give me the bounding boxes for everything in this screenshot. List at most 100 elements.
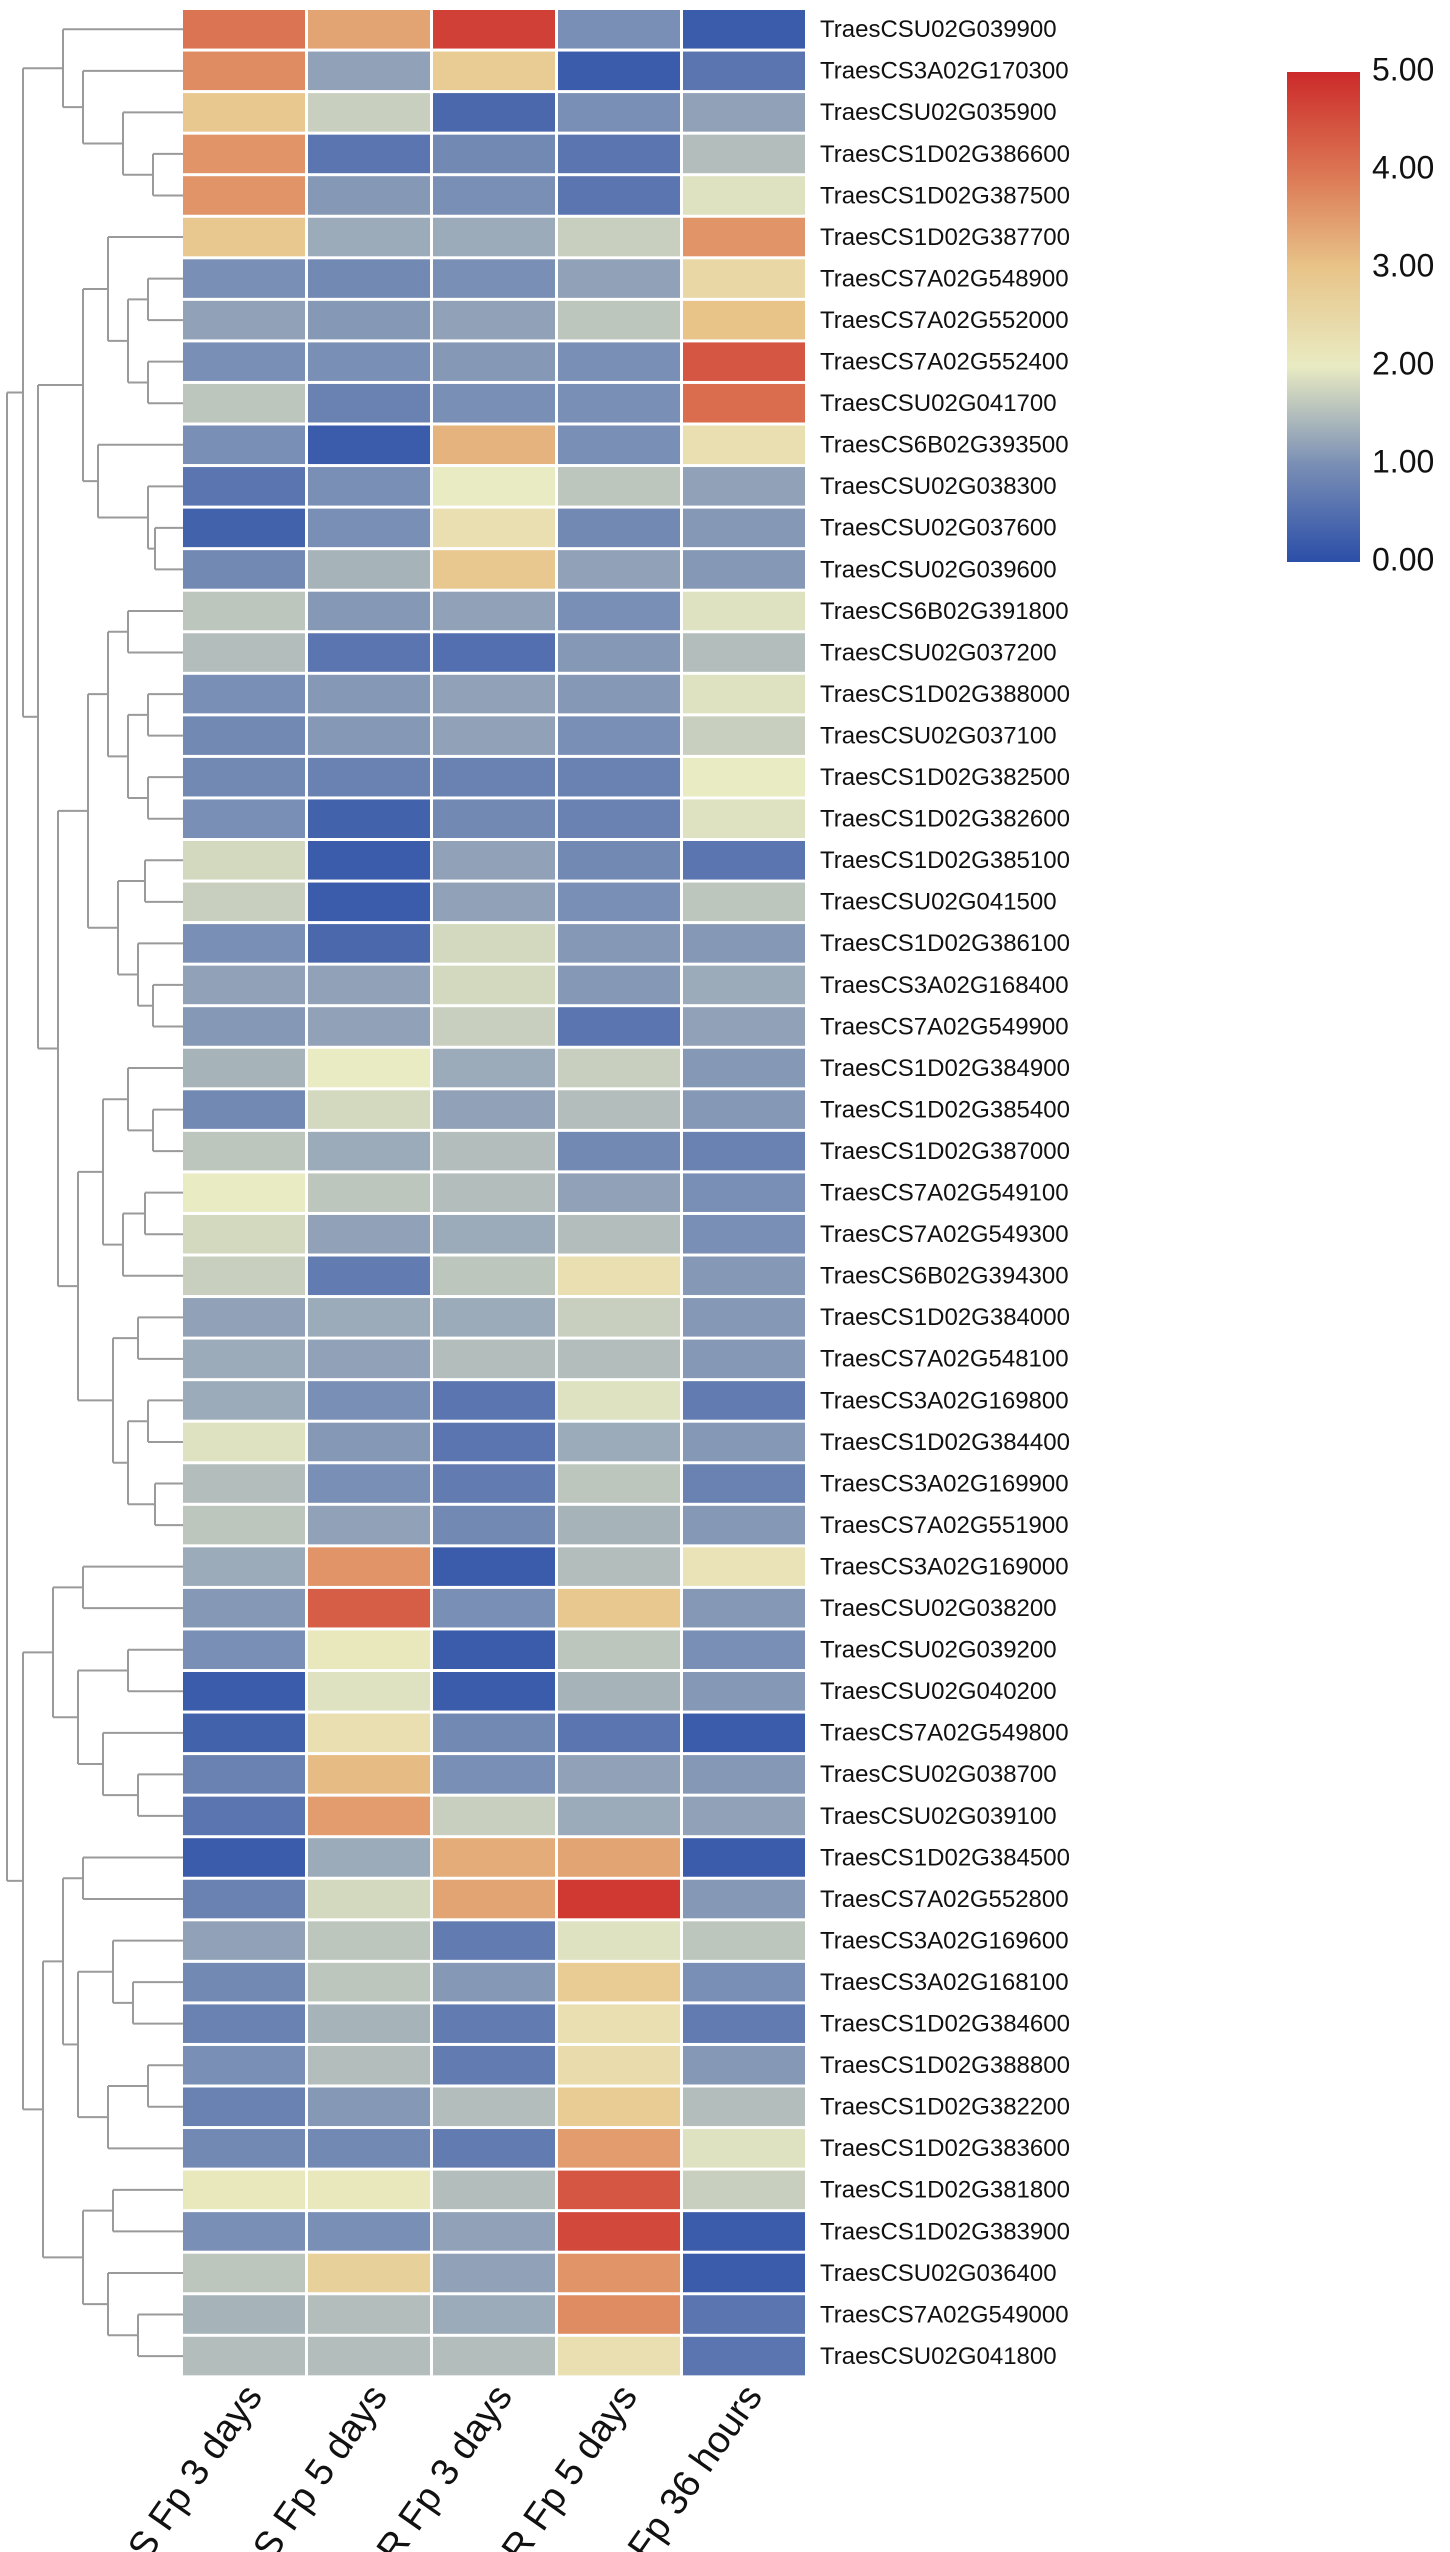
heatmap-cell [183, 1796, 305, 1836]
heatmap-cell [558, 716, 680, 755]
heatmap-cell [183, 467, 305, 506]
heatmap-cell [433, 425, 555, 465]
row-label: TraesCS1D02G387500 [820, 182, 1070, 209]
heatmap-cell [308, 591, 430, 631]
row-label: TraesCS3A02G169000 [820, 1553, 1069, 1580]
heatmap-cell [183, 882, 305, 922]
heatmap-cell [433, 2170, 555, 2210]
heatmap-cell [183, 1838, 305, 1877]
heatmap-cells [183, 10, 805, 2376]
heatmap-cell [433, 93, 555, 132]
row-label: TraesCS1D02G382200 [820, 2094, 1070, 2121]
heatmap-cell [683, 882, 805, 922]
heatmap-cell [308, 1672, 430, 1711]
heatmap-cell [683, 1048, 805, 1088]
heatmap-cell [433, 10, 555, 49]
heatmap-cell [308, 841, 430, 880]
heatmap-cell [558, 2004, 680, 2043]
heatmap-cell [558, 134, 680, 174]
row-label: TraesCSU02G038700 [820, 1761, 1057, 1788]
heatmap-cell [308, 1755, 430, 1794]
row-label: TraesCS6B02G391800 [820, 598, 1069, 625]
heatmap-cell [308, 2170, 430, 2210]
heatmap-cell [308, 1879, 430, 1919]
heatmap-cell [183, 1422, 305, 1462]
row-label: TraesCSU02G038300 [820, 473, 1057, 500]
row-label: TraesCS7A02G552000 [820, 307, 1069, 334]
heatmap-cell [433, 1131, 555, 1171]
heatmap-cell [683, 1007, 805, 1046]
heatmap-cell [558, 1256, 680, 1296]
heatmap-cell [433, 799, 555, 838]
heatmap-cell [183, 1713, 305, 1753]
heatmap-cell [683, 10, 805, 49]
heatmap-cell [308, 176, 430, 215]
heatmap-cell [683, 508, 805, 548]
heatmap-cell [683, 716, 805, 755]
heatmap-cell [433, 2212, 555, 2251]
heatmap-cell [683, 1755, 805, 1794]
heatmap-cell [183, 2212, 305, 2251]
heatmap-cell [308, 1339, 430, 1379]
heatmap-cell [433, 1838, 555, 1877]
heatmap-cell [183, 1339, 305, 1379]
row-label: TraesCS1D02G386600 [820, 141, 1070, 168]
heatmap-cell [433, 550, 555, 589]
heatmap-cell [558, 591, 680, 631]
heatmap-cell [558, 633, 680, 672]
heatmap-cell [308, 1588, 430, 1628]
row-label: TraesCS1D02G384000 [820, 1304, 1070, 1331]
heatmap-cell [683, 1962, 805, 2002]
row-label: TraesCS1D02G381800 [820, 2177, 1070, 2204]
heatmap-cell [558, 1630, 680, 1669]
heatmap-cell [433, 1505, 555, 1545]
heatmap-cell [683, 924, 805, 963]
row-label: TraesCS1D02G385100 [820, 847, 1070, 874]
heatmap-cell [558, 2129, 680, 2168]
heatmap-cell [683, 1131, 805, 1171]
heatmap-cell [433, 134, 555, 174]
heatmap-cell [183, 633, 305, 672]
heatmap-cell [558, 383, 680, 423]
row-label: TraesCS7A02G549800 [820, 1720, 1069, 1747]
row-label: TraesCS1D02G384900 [820, 1055, 1070, 1082]
heatmap-cell [183, 1090, 305, 1129]
heatmap-cell [683, 2253, 805, 2293]
heatmap-cell [183, 134, 305, 174]
row-label: TraesCS1D02G383600 [820, 2135, 1070, 2162]
heatmap-cell [308, 674, 430, 714]
row-label: TraesCSU02G041500 [820, 889, 1057, 916]
heatmap-cell [433, 383, 555, 423]
heatmap-cell [183, 1505, 305, 1545]
row-label: TraesCS6B02G393500 [820, 432, 1069, 459]
heatmap-cell [183, 674, 305, 714]
heatmap-cell [433, 1547, 555, 1586]
row-label: TraesCS1D02G385400 [820, 1096, 1070, 1123]
heatmap-cell [433, 1214, 555, 1254]
heatmap-cell [183, 1672, 305, 1711]
heatmap-cell [683, 550, 805, 589]
row-label: TraesCS7A02G549000 [820, 2301, 1069, 2328]
heatmap-cell [433, 2004, 555, 2043]
heatmap-cell [683, 1588, 805, 1628]
heatmap-cell [308, 882, 430, 922]
heatmap-cell [183, 2253, 305, 2293]
heatmap-cell [308, 1422, 430, 1462]
heatmap-cell [183, 550, 305, 589]
heatmap-cell [433, 841, 555, 880]
heatmap-cell [433, 508, 555, 548]
heatmap-cell [558, 1131, 680, 1171]
row-label: TraesCS1D02G384400 [820, 1429, 1070, 1456]
heatmap-cell [433, 882, 555, 922]
heatmap-cell [308, 1214, 430, 1254]
heatmap-cell [558, 924, 680, 963]
heatmap-cell [683, 1339, 805, 1379]
heatmap-cell [183, 1547, 305, 1586]
heatmap-cell [433, 924, 555, 963]
heatmap-cell [183, 841, 305, 880]
heatmap-cell [308, 342, 430, 381]
row-label: TraesCS3A02G169600 [820, 1927, 1069, 1954]
heatmap-cell [183, 1921, 305, 1960]
row-dendrogram [6, 28, 183, 2358]
heatmap-cell [183, 383, 305, 423]
